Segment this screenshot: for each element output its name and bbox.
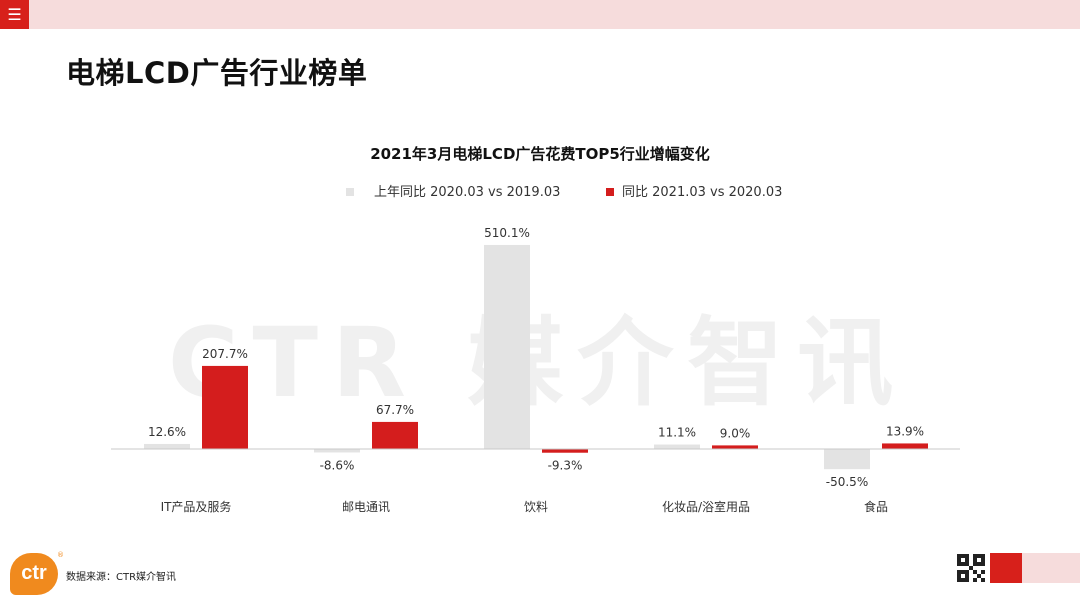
data-label-1-1: 12.6% — [148, 425, 186, 439]
data-label-1-5: -50.5% — [826, 475, 868, 489]
bar-2-5 — [882, 443, 928, 449]
legend-item-series-1: 上年同比 2020.03 vs 2019.03 — [346, 181, 560, 200]
category-label-1: IT产品及服务 — [161, 499, 232, 514]
legend-label-series-2: 同比 2021.03 vs 2020.03 — [622, 185, 783, 200]
bar-1-5 — [824, 449, 870, 470]
data-label-2-2: 67.7% — [376, 403, 414, 417]
footer-pink-block — [1022, 553, 1080, 583]
bar-1-2 — [314, 449, 360, 453]
registered-mark: ® — [57, 551, 64, 559]
data-label-1-3: 510.1% — [484, 226, 530, 240]
page-title: 电梯LCD广告行业榜单 — [66, 56, 368, 90]
qr-code-icon — [957, 554, 985, 582]
bar-1-4 — [654, 444, 700, 449]
bar-2-3 — [542, 449, 588, 453]
chart-title: 2021年3月电梯LCD广告花费TOP5行业增幅变化 — [370, 145, 710, 163]
category-label-3: 饮料 — [524, 500, 548, 514]
top-banner — [0, 0, 1080, 29]
bar-2-1 — [202, 365, 248, 449]
category-label-5: 食品 — [864, 499, 888, 514]
data-label-1-2: -8.6% — [320, 458, 355, 472]
data-source: 数据来源：CTR媒介智讯 — [66, 572, 177, 583]
data-label-2-3: -9.3% — [548, 459, 583, 473]
bar-2-4 — [712, 445, 758, 449]
data-label-1-4: 11.1% — [658, 426, 696, 440]
legend-swatch-series-2 — [606, 187, 614, 196]
data-label-2-1: 207.7% — [202, 347, 248, 361]
legend-swatch-series-1 — [346, 187, 354, 196]
legend-label-series-1: 上年同比 2020.03 vs 2019.03 — [374, 185, 561, 200]
footer-red-block — [990, 553, 1022, 583]
bar-1-1 — [144, 443, 190, 449]
bar-2-2 — [372, 421, 418, 449]
watermark: CTR 媒介智讯 — [168, 307, 908, 419]
data-label-2-4: 9.0% — [720, 426, 751, 440]
bar-1-3 — [484, 244, 530, 449]
legend-item-series-2: 同比 2021.03 vs 2020.03 — [606, 181, 782, 200]
menu-icon[interactable]: ☰ — [0, 0, 29, 29]
category-label-2: 邮电通讯 — [342, 500, 390, 514]
data-label-2-5: 13.9% — [886, 424, 924, 438]
ctr-logo: ctr — [10, 553, 58, 595]
category-label-4: 化妆品/浴室用品 — [662, 499, 750, 514]
